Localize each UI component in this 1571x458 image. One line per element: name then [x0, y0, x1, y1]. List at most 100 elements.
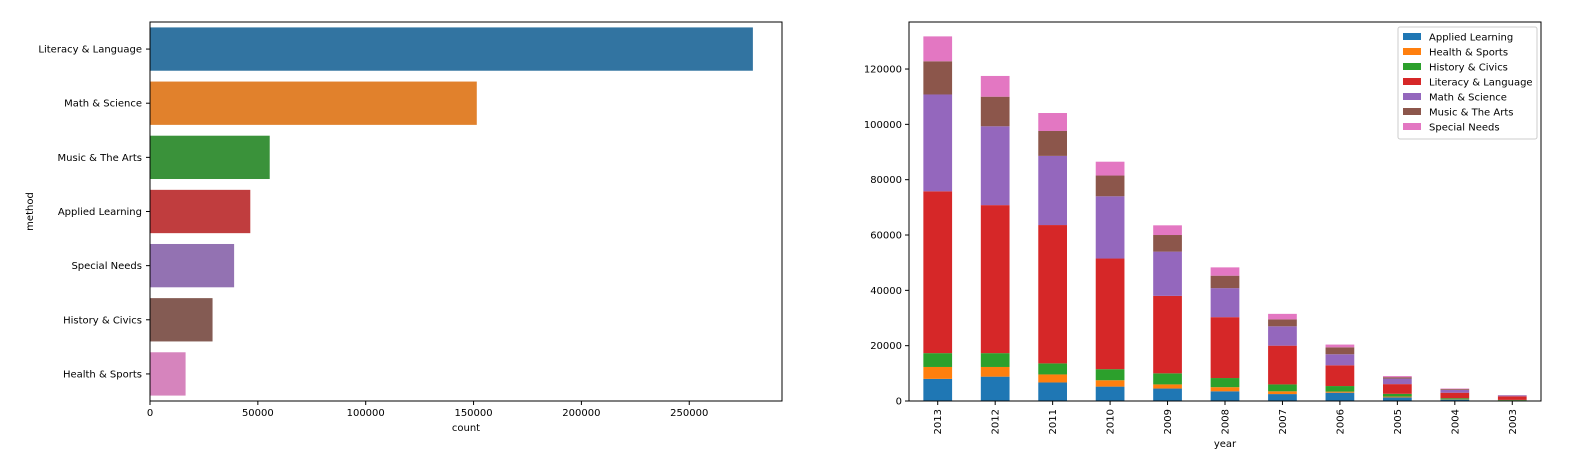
- y-tick-label: Music & The Arts: [58, 153, 142, 164]
- legend-swatch: [1403, 63, 1421, 70]
- x-tick-label: 100000: [347, 408, 385, 419]
- x-tick-label: 2005: [1393, 409, 1404, 434]
- bar-segment-2013-health-sports: [923, 366, 953, 379]
- bar-segment-2005-applied-learning: [1383, 397, 1412, 401]
- bar-segment-2013-history-civics: [923, 353, 953, 367]
- bar-segment-2006-math-science: [1325, 354, 1355, 366]
- x-axis-label: count: [452, 423, 480, 434]
- bar-history-civics: [150, 298, 213, 342]
- legend-swatch: [1403, 123, 1421, 130]
- bar-segment-2011-special-needs: [1038, 113, 1067, 131]
- x-tick-label: 2004: [1450, 409, 1461, 434]
- bar-segment-2011-music-the-arts: [1038, 130, 1067, 156]
- x-tick-label: 2003: [1508, 409, 1519, 434]
- bar-segment-2009-math-science: [1153, 251, 1182, 296]
- bar-segment-2006-special-needs: [1325, 344, 1355, 348]
- y-tick-label: Math & Science: [64, 99, 142, 110]
- bar-segment-2010-applied-learning: [1095, 386, 1125, 401]
- bar-segment-2008-literacy-language: [1210, 317, 1240, 379]
- bar-segment-2011-health-sports: [1038, 374, 1067, 383]
- bar-segment-2011-applied-learning: [1038, 382, 1067, 401]
- x-axis-label: year: [1214, 439, 1237, 450]
- bar-segment-2010-special-needs: [1095, 161, 1125, 176]
- legend-label: Music & The Arts: [1429, 108, 1513, 119]
- bar-segment-2006-applied-learning: [1325, 392, 1355, 401]
- bar-segment-2008-health-sports: [1210, 387, 1240, 392]
- axes-frame: [149, 21, 783, 402]
- bar-segment-2005-special-needs: [1383, 376, 1412, 378]
- bar-special-needs: [150, 243, 235, 288]
- x-tick-label: 2011: [1048, 409, 1059, 434]
- bar-segment-2012-special-needs: [980, 75, 1010, 97]
- legend-swatch: [1403, 108, 1421, 115]
- bar-segment-2004-literacy-language: [1440, 392, 1470, 399]
- bar-segment-2006-literacy-language: [1325, 365, 1355, 387]
- bar-segment-2006-music-the-arts: [1325, 347, 1355, 355]
- bar-segment-2012-literacy-language: [980, 205, 1010, 354]
- bar-segment-2005-math-science: [1383, 378, 1412, 385]
- y-tick-label: Health & Sports: [63, 369, 142, 380]
- bar-segment-2006-health-sports: [1325, 391, 1355, 393]
- bar-segment-2013-music-the-arts: [923, 61, 953, 95]
- bar-segment-2010-history-civics: [1095, 369, 1125, 381]
- x-tick-label: 0: [147, 408, 153, 419]
- x-tick-label: 2012: [991, 409, 1002, 434]
- y-tick-label: 40000: [870, 286, 902, 297]
- y-tick-label: 60000: [870, 231, 902, 242]
- bar-segment-2005-history-civics: [1383, 393, 1412, 397]
- bar-segment-2009-history-civics: [1153, 373, 1182, 385]
- y-tick-label: 0: [896, 397, 902, 408]
- legend: Applied Learning Health & Sports History &…: [1397, 26, 1538, 140]
- bar-segment-2007-math-science: [1268, 326, 1297, 346]
- legend-swatch: [1403, 78, 1421, 85]
- chart-1: Literacy & Language Math & Science Music &…: [25, 21, 783, 434]
- bar-segment-2010-math-science: [1095, 196, 1125, 259]
- bar-segment-2011-history-civics: [1038, 363, 1067, 375]
- y-tick-label: Literacy & Language: [38, 45, 142, 56]
- bar-segment-2011-math-science: [1038, 155, 1067, 226]
- bar-segment-2013-math-science: [923, 94, 953, 192]
- x-tick-label: 250000: [670, 408, 708, 419]
- x-tick-label: 150000: [454, 408, 492, 419]
- legend-swatch: [1403, 48, 1421, 55]
- bar-segment-2005-literacy-language: [1383, 384, 1412, 394]
- bar-segment-2012-history-civics: [980, 353, 1010, 367]
- bar-segment-2008-applied-learning: [1210, 391, 1240, 401]
- bar-segment-2012-health-sports: [980, 366, 1010, 377]
- y-tick-label: Applied Learning: [58, 207, 142, 218]
- bar-segment-2009-applied-learning: [1153, 388, 1182, 401]
- bar-segment-2012-math-science: [980, 126, 1010, 206]
- bar-segment-2009-special-needs: [1153, 225, 1182, 236]
- x-tick-label: 2008: [1221, 409, 1232, 434]
- bar-segment-2011-literacy-language: [1038, 225, 1067, 364]
- bar-segment-2008-history-civics: [1210, 378, 1240, 388]
- legend-box: [1397, 26, 1538, 140]
- legend-label: Applied Learning: [1429, 33, 1513, 44]
- bar-segment-2005-health-sports: [1383, 396, 1412, 398]
- y-tick-label: 120000: [864, 65, 902, 76]
- x-tick-label: 50000: [242, 408, 274, 419]
- bar-segment-2010-health-sports: [1095, 380, 1125, 387]
- bar-segment-2008-music-the-arts: [1210, 275, 1240, 289]
- legend-label: History & Civics: [1429, 63, 1508, 74]
- chart-2: 2013 2012 2011 2010 2009 2008 2007 2006 2005 2004…: [864, 21, 1542, 450]
- bar-segment-2010-music-the-arts: [1095, 175, 1125, 197]
- bar-literacy-language: [150, 27, 753, 71]
- bar-segment-2008-math-science: [1210, 288, 1240, 318]
- legend-label: Literacy & Language: [1429, 78, 1533, 89]
- bar-segment-2007-literacy-language: [1268, 345, 1297, 385]
- bar-math-science: [150, 81, 477, 125]
- x-tick-label: 2006: [1335, 409, 1346, 434]
- bar-segment-2010-literacy-language: [1095, 258, 1125, 370]
- x-tick-label: 200000: [562, 408, 600, 419]
- legend-swatch: [1403, 33, 1421, 40]
- legend-label: Math & Science: [1429, 93, 1507, 104]
- bar-segment-2005-music-the-arts: [1383, 377, 1412, 379]
- bar-segment-2007-music-the-arts: [1268, 319, 1297, 327]
- bar-segment-2004-math-science: [1440, 389, 1470, 393]
- bar-segment-2008-special-needs: [1210, 267, 1240, 276]
- bar-segment-2012-music-the-arts: [980, 96, 1010, 127]
- y-tick-label: History & Civics: [63, 315, 142, 326]
